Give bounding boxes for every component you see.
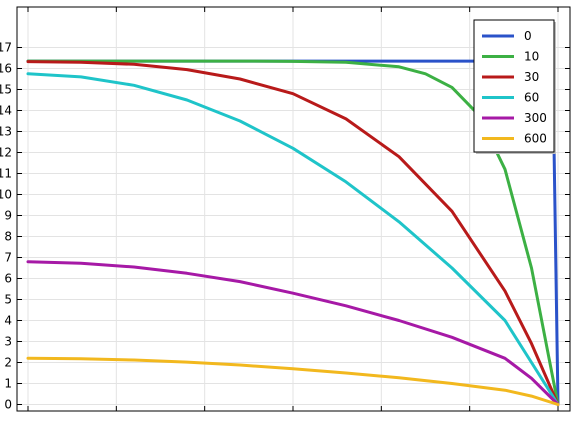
y-tick-label: 10 [0, 188, 12, 202]
legend: 0 10 30 60 300 600 [473, 19, 556, 154]
y-tick-label: 11 [0, 167, 12, 181]
y-tick-label: 12 [0, 146, 12, 160]
legend-label-600: 600 [524, 132, 547, 146]
y-tick-label: 9 [4, 209, 12, 223]
y-tick-label: 8 [4, 230, 12, 244]
y-tick-label: 2 [4, 356, 12, 370]
y-tick-label: 5 [4, 293, 12, 307]
y-tick-label: 16 [0, 62, 12, 76]
series-line-300 [26, 260, 560, 406]
y-tick-label: 6 [4, 272, 12, 286]
y-tick-label: 0 [4, 398, 12, 412]
legend-label-300: 300 [524, 111, 547, 125]
legend-label-30: 30 [524, 70, 539, 84]
y-tick-label: 1 [4, 377, 12, 391]
y-tick-label: 13 [0, 125, 12, 139]
y-tick-label: 7 [4, 251, 12, 265]
y-tick-label: 4 [4, 314, 12, 328]
y-tick-label: 17 [0, 41, 12, 55]
legend-box [473, 19, 555, 153]
legend-label-0: 0 [524, 29, 532, 43]
series-line-30 [26, 60, 560, 406]
series-lines [26, 59, 560, 406]
y-tick-label: 14 [0, 104, 12, 118]
legend-label-10: 10 [524, 50, 539, 64]
legend-label-60: 60 [524, 91, 539, 105]
series-line-600 [26, 356, 560, 406]
y-tick-label: 3 [4, 335, 12, 349]
series-line-10 [26, 59, 560, 406]
y-tick-label: 15 [0, 83, 12, 97]
series-line-60 [26, 72, 560, 406]
